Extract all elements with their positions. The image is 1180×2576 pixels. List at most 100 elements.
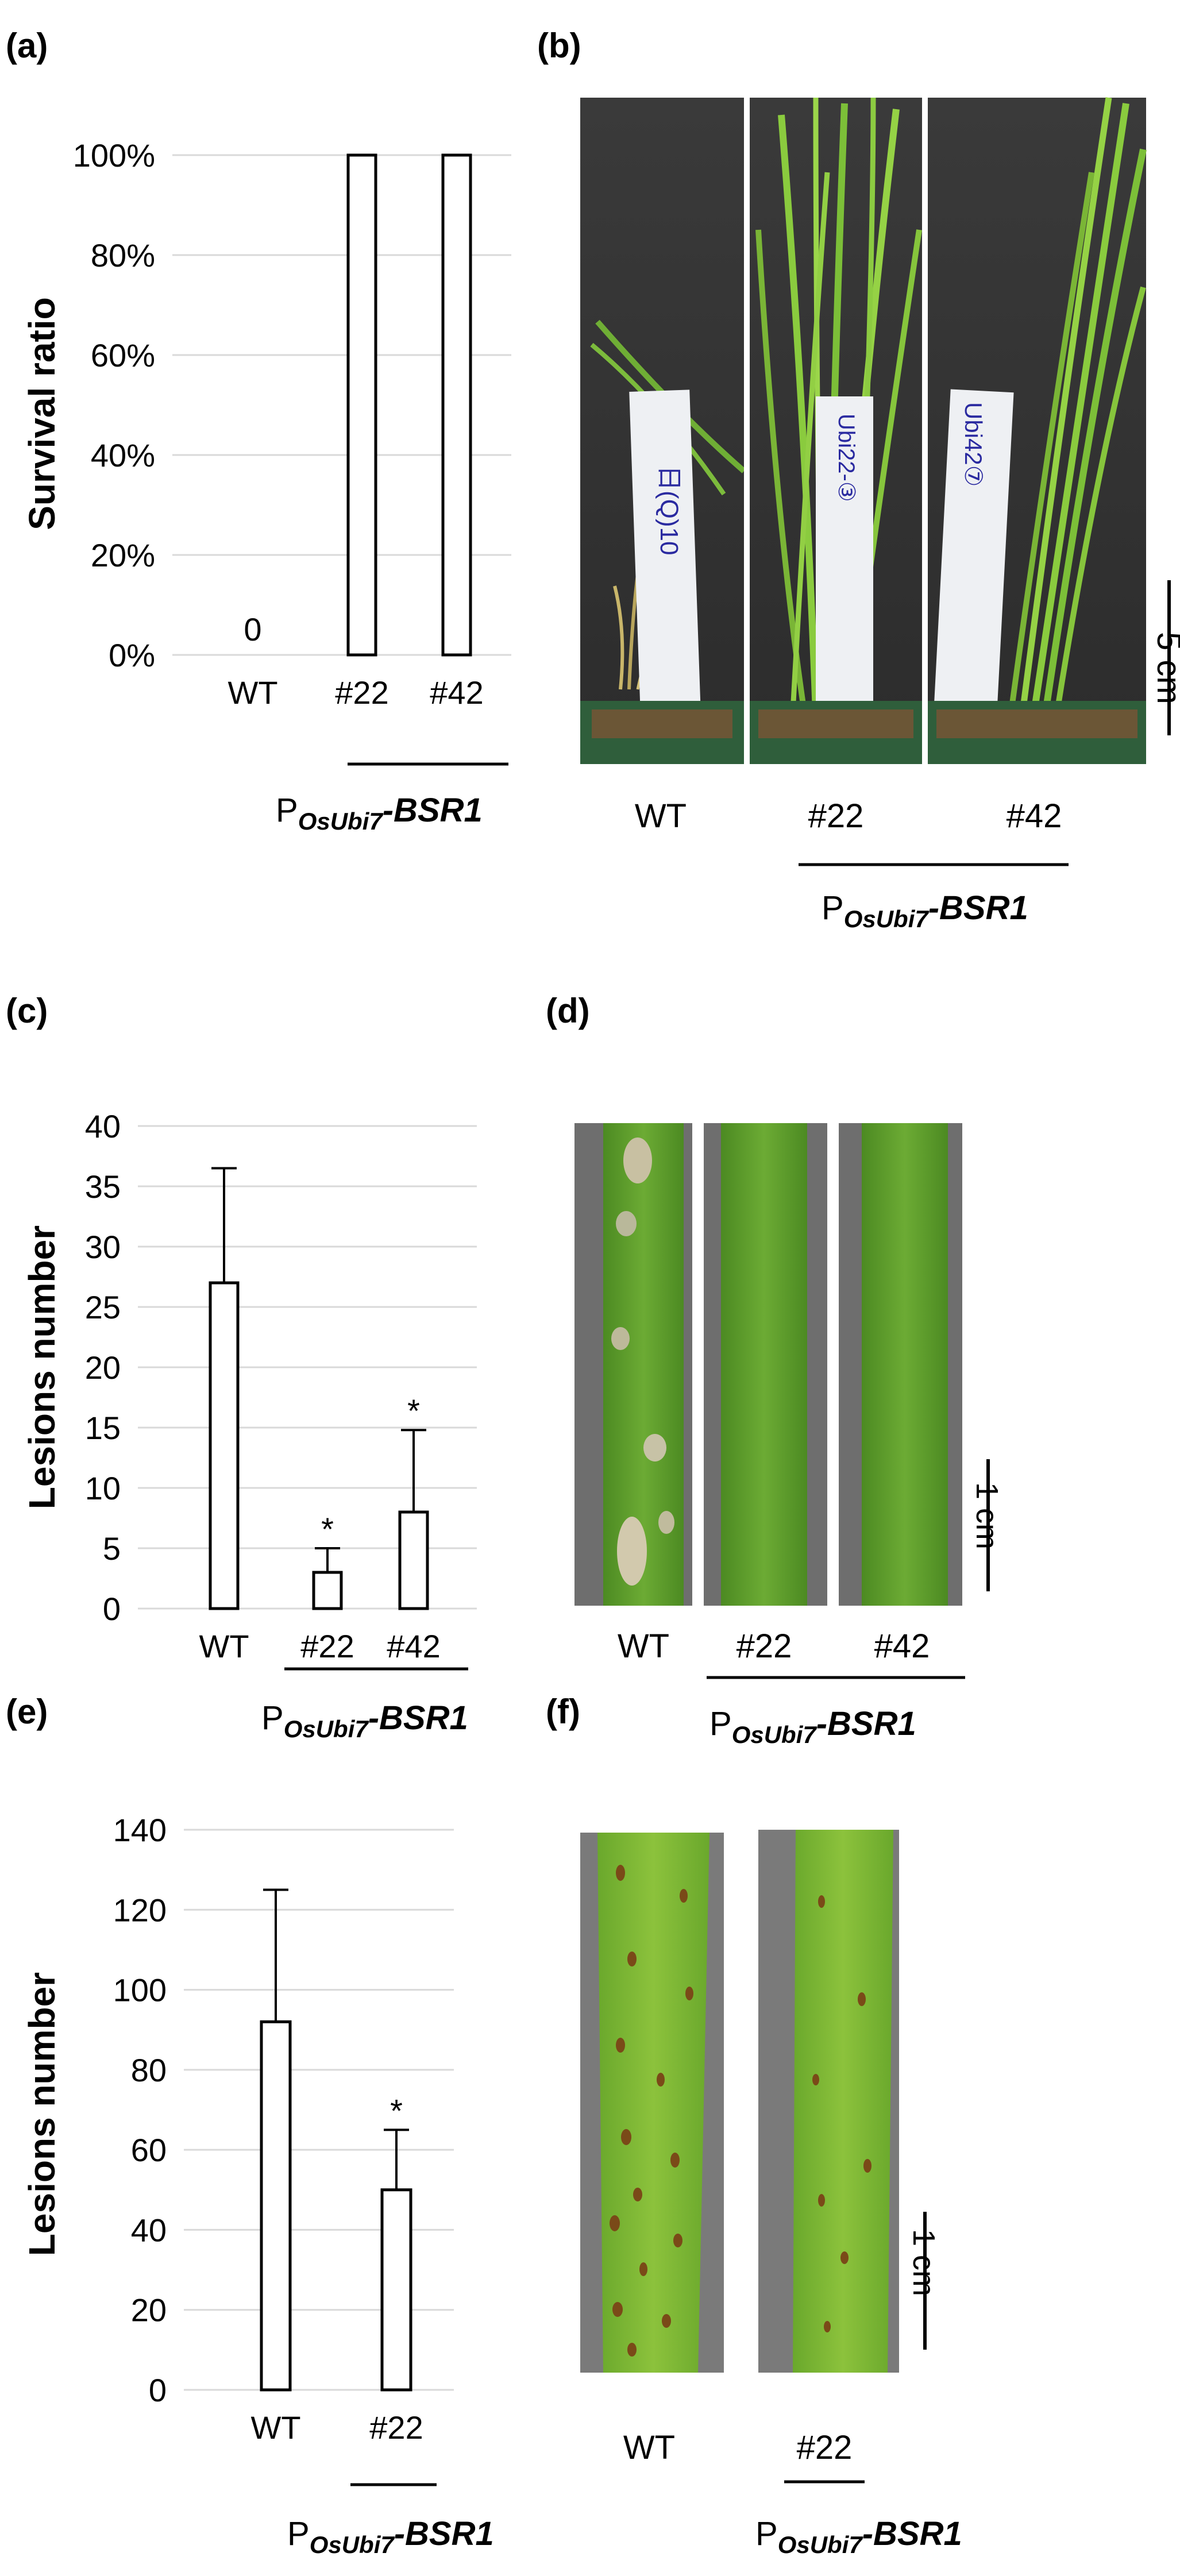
photo-b-42-tag [934, 389, 1014, 714]
panel-label-a: (a) [6, 26, 48, 65]
y-tick-label: 30 [85, 1229, 121, 1265]
x-tick-label: #22 [369, 2409, 423, 2446]
group-label-b: POsUbi7-BSR1 [822, 889, 1028, 932]
scale-label-b: 5 cm [1150, 632, 1180, 704]
bar-line-22 [312, 1571, 343, 1610]
y-tick-label: 80 [131, 2052, 167, 2088]
significance-marker: * [390, 2092, 403, 2128]
photo-d-label-22: #22 [736, 1628, 792, 1665]
y-tick-label: 0% [109, 637, 155, 673]
photo-f-wt-lesions [610, 1865, 693, 2357]
chart-e-lesions-number: 0 20 40 60 80 100 120 140 Lesions number WT * #22 [21, 1812, 454, 2446]
y-tick-label: 40 [85, 1108, 121, 1144]
photo-b-wt-tag-text: 日(Q)10 [655, 465, 683, 555]
group-label-c-sub: OsUbi7 [284, 1715, 369, 1742]
bar-line-42 [398, 1510, 429, 1610]
y-tick-label: 40% [91, 437, 155, 473]
bar-line-22 [380, 2188, 412, 2392]
chart-a-survival-ratio: 0% 20% 40% 60% 80% 100% Survival ratio 0 WT #22 #4… [21, 137, 511, 711]
y-tick-label: 100 [113, 1972, 167, 2008]
bar-line-22 [346, 153, 377, 657]
group-label-c-prefix: P [261, 1699, 284, 1737]
photo-b-label-42: #42 [1007, 797, 1062, 835]
y-tick-label: 20% [91, 537, 155, 573]
group-label-e-sub: OsUbi7 [310, 2531, 395, 2558]
group-label-b-sub: OsUbi7 [844, 905, 930, 932]
y-tick-label: 120 [113, 1892, 167, 1928]
chart-c-lesions-number: 0 5 10 15 20 25 30 35 40 Lesions number WT * #22 * #42 [21, 1108, 477, 1664]
group-label-e-suffix: -BSR1 [394, 2515, 494, 2552]
photo-d-leaves [574, 1123, 962, 1606]
x-tick-label: WT [199, 1628, 249, 1664]
group-label-c: POsUbi7-BSR1 [261, 1699, 468, 1742]
significance-marker: * [407, 1393, 420, 1429]
y-tick-label: 60% [91, 337, 155, 373]
panel-label-c: (c) [6, 992, 48, 1030]
panel-label-d: (d) [546, 992, 590, 1030]
y-axis-label: Lesions number [21, 1225, 63, 1509]
photo-b-plants: 日(Q)10 Ubi22-③ [580, 97, 1147, 764]
photo-f-22-leaf [793, 1830, 893, 2373]
group-label-c-suffix: -BSR1 [368, 1699, 468, 1737]
panel-label-f: (f) [546, 1692, 580, 1731]
group-label-a-suffix: -BSR1 [383, 792, 483, 829]
photo-b-label-22: #22 [808, 797, 864, 835]
group-label-f-sub: OsUbi7 [778, 2531, 863, 2558]
group-label-a: POsUbi7-BSR1 [276, 792, 483, 835]
y-tick-label: 20 [131, 2292, 167, 2328]
group-label-d-sub: OsUbi7 [732, 1721, 817, 1748]
y-axis-label: Survival ratio [21, 297, 63, 530]
y-tick-label: 0 [103, 1591, 121, 1627]
x-tick-label: WT [227, 674, 277, 711]
y-tick-label: 15 [85, 1410, 121, 1446]
photo-d-42-leaf [862, 1123, 948, 1606]
photo-b-wt-tag [629, 390, 701, 714]
photo-b-wt-plant: 日(Q)10 [580, 98, 746, 764]
y-tick-label: 140 [113, 1812, 167, 1848]
photo-d-22-leaf [721, 1123, 807, 1606]
group-label-a-sub: OsUbi7 [298, 808, 384, 835]
data-label: 0 [244, 611, 261, 647]
y-tick-label: 100% [73, 137, 155, 173]
y-tick-label: 0 [149, 2372, 167, 2408]
photo-b-22-plant: Ubi22-③ [750, 97, 922, 764]
group-label-a-prefix: P [276, 792, 298, 829]
photo-b-22-tag [816, 396, 873, 718]
y-axis-label: Lesions number [21, 1972, 63, 2256]
photo-b-42-plant: Ubi42⑦ [928, 97, 1147, 764]
x-tick-label: WT [250, 2409, 300, 2446]
group-label-f-prefix: P [755, 2515, 778, 2552]
group-label-b-suffix: -BSR1 [928, 889, 1028, 927]
group-label-e: POsUbi7-BSR1 [287, 2515, 494, 2558]
photo-d-label-42: #42 [874, 1628, 930, 1665]
photo-f-wt-leaf [597, 1833, 709, 2373]
group-label-d-suffix: -BSR1 [816, 1705, 916, 1742]
photo-f-label-22: #22 [797, 2429, 853, 2466]
significance-marker: * [321, 1511, 334, 1547]
x-tick-label: #42 [387, 1628, 440, 1664]
group-label-e-prefix: P [287, 2515, 310, 2552]
panel-label-e: (e) [6, 1692, 48, 1731]
y-tick-label: 25 [85, 1289, 121, 1325]
y-tick-label: 80% [91, 237, 155, 273]
scale-label-f: 1 cm [907, 2229, 941, 2296]
y-tick-label: 60 [131, 2132, 167, 2168]
photo-f-label-wt: WT [623, 2429, 675, 2466]
group-label-b-prefix: P [822, 889, 844, 927]
panel-label-b: (b) [537, 26, 581, 65]
photo-b-label-wt: WT [635, 797, 687, 835]
y-tick-label: 10 [85, 1470, 121, 1506]
y-tick-label: 40 [131, 2212, 167, 2248]
bar-wt [260, 2020, 292, 2392]
group-label-f: POsUbi7-BSR1 [755, 2515, 962, 2558]
x-tick-label: #42 [430, 674, 483, 711]
y-tick-label: 5 [103, 1530, 121, 1567]
bar-line-42 [441, 153, 472, 657]
group-label-f-suffix: -BSR1 [862, 2515, 962, 2552]
y-tick-label: 35 [85, 1169, 121, 1205]
photo-f-leaves [580, 1830, 899, 2373]
photo-f-22-lesions [812, 1895, 871, 2332]
photo-b-42-tag-text: Ubi42⑦ [960, 402, 987, 487]
scale-label-d: 1 cm [970, 1482, 1004, 1549]
